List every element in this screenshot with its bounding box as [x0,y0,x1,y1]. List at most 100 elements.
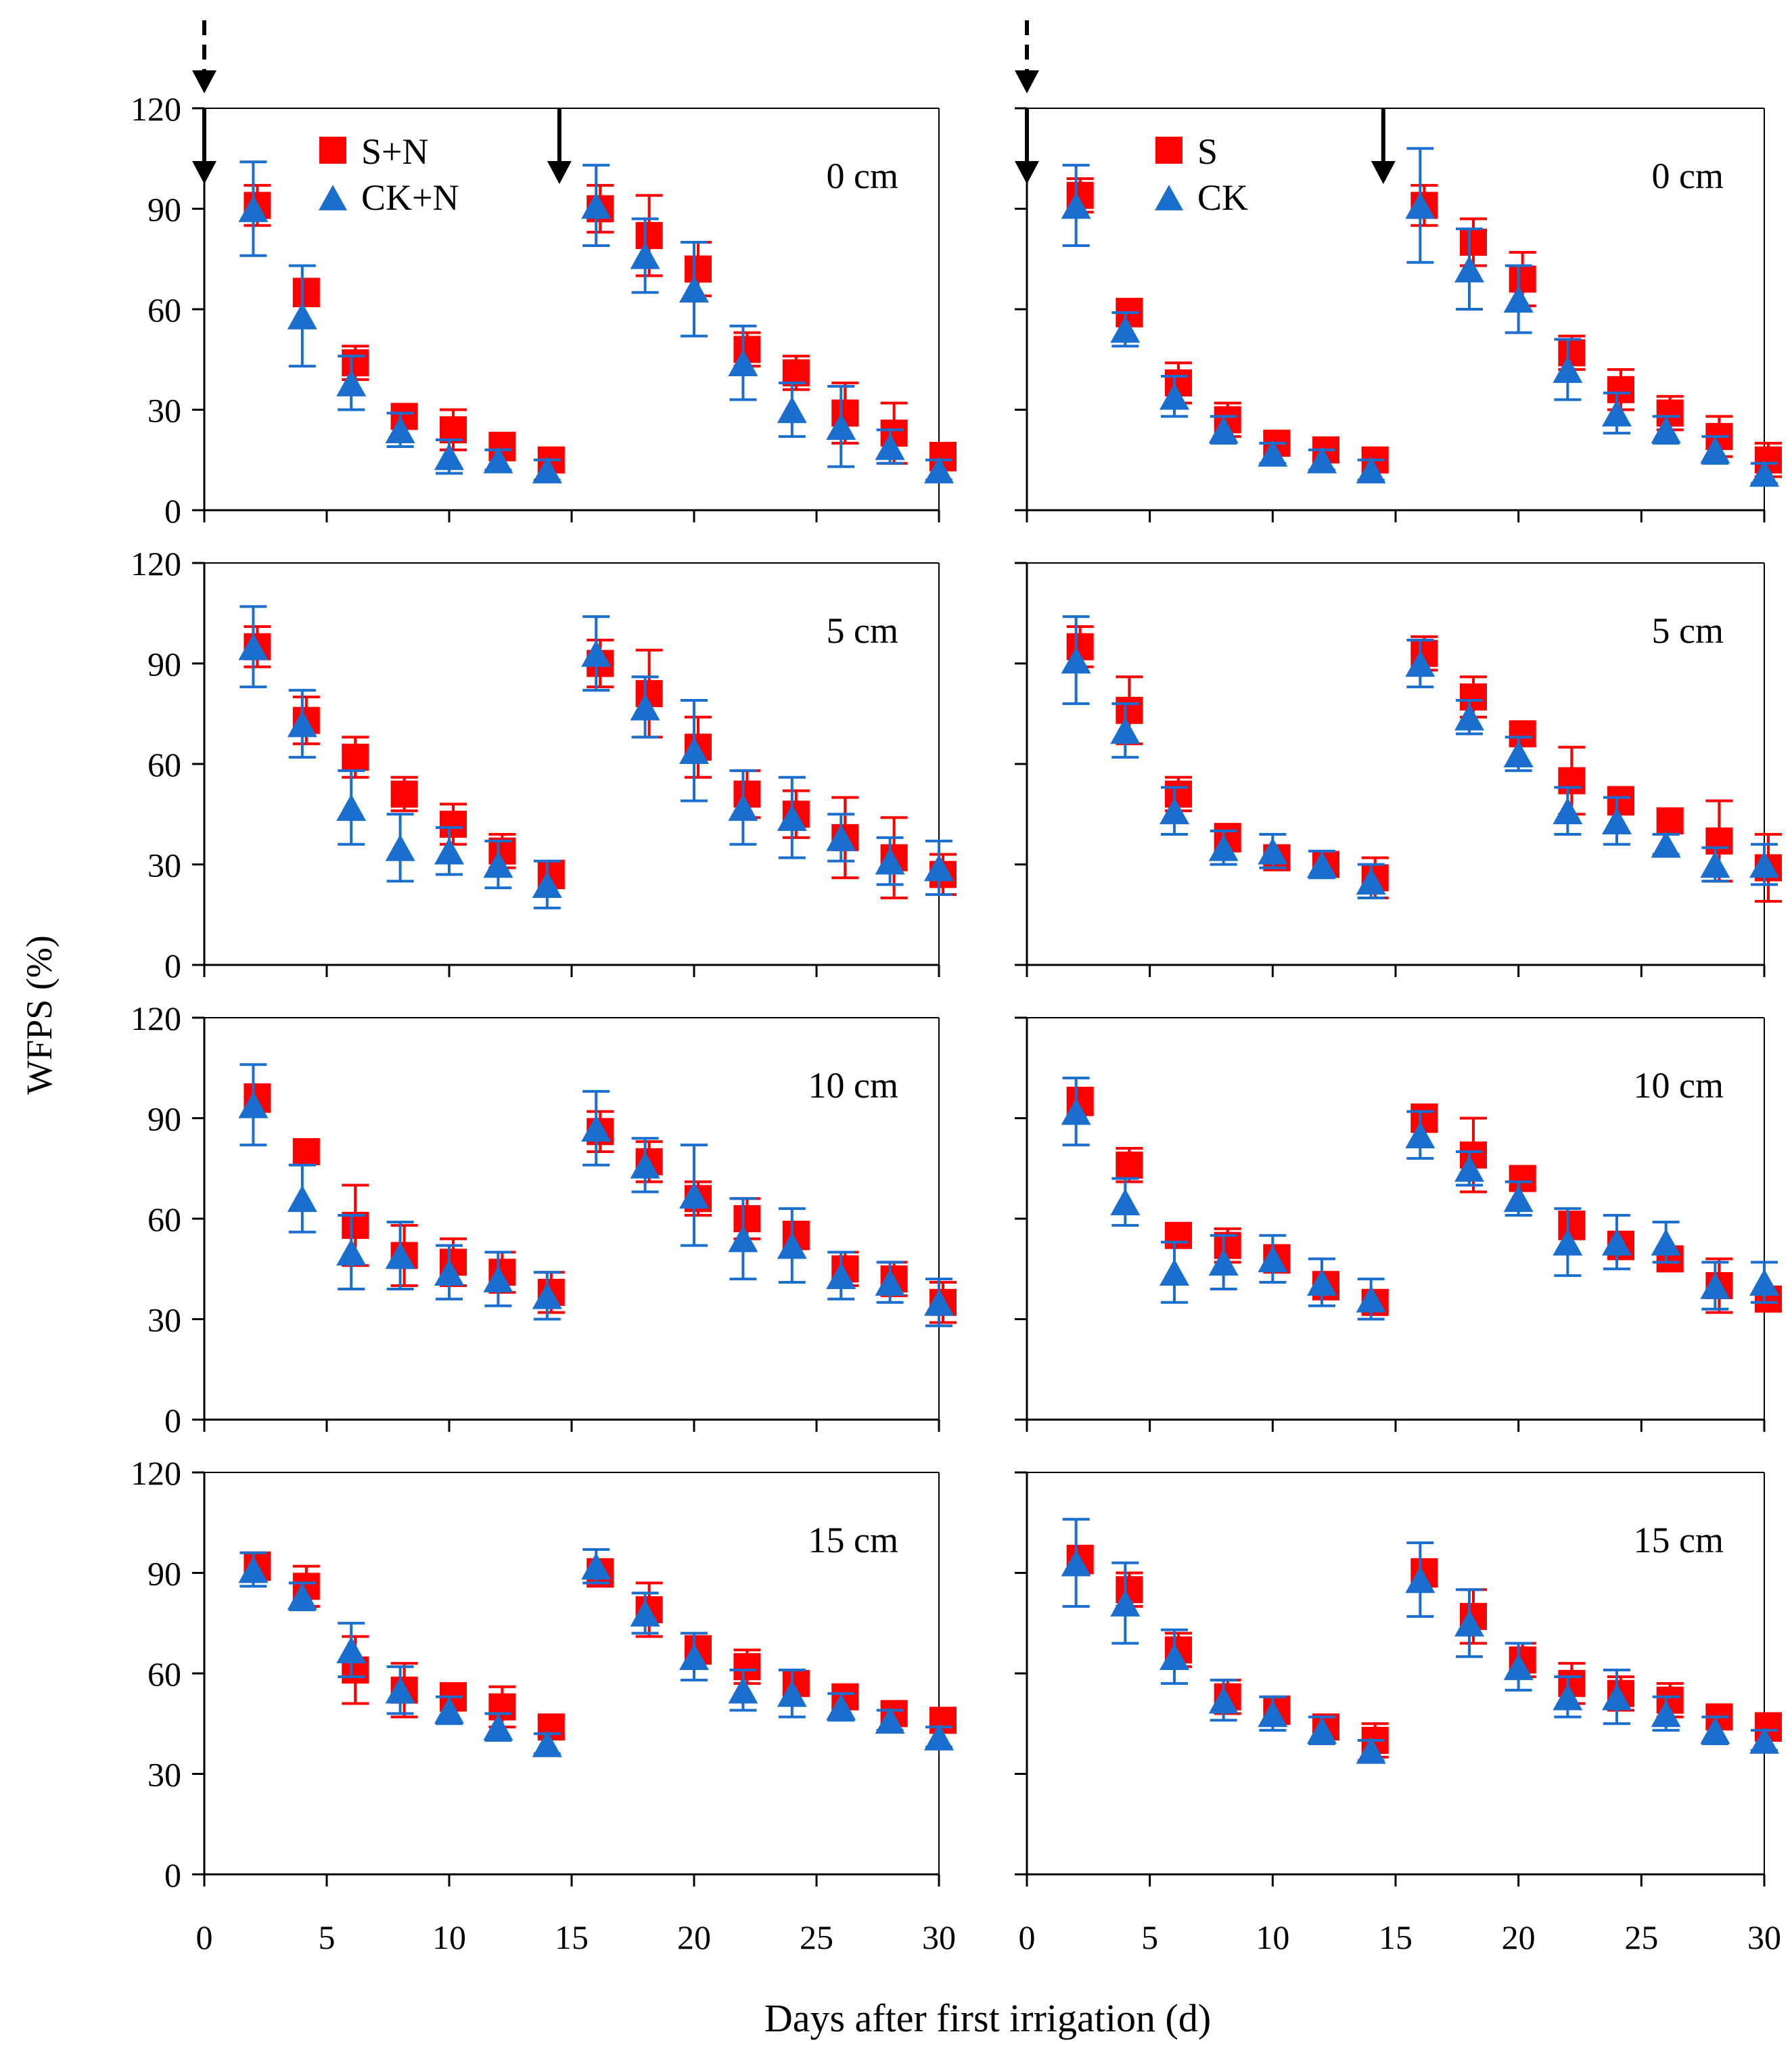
data-point-triangle [875,847,905,875]
data-point-triangle [287,1583,317,1610]
data-point-square [635,222,663,250]
arrow-head [192,70,216,93]
x-tick-label: 15 [1379,1918,1412,1956]
x-tick-label: 5 [1141,1918,1158,1956]
data-point-triangle [287,1185,317,1213]
data-point-triangle [777,1232,807,1259]
x-tick-label: 30 [922,1918,956,1956]
data-point-triangle [238,633,269,660]
data-point-triangle [1553,797,1583,825]
data-point-triangle [336,369,367,397]
data-point-triangle [532,1730,562,1757]
data-point-triangle [1700,1717,1730,1744]
y-tick-label: 60 [147,1655,181,1693]
data-point-triangle [532,1282,562,1309]
data-point-triangle [1208,416,1239,443]
data-point-triangle [287,302,317,330]
data-point-triangle [385,834,415,861]
data-point-square [1607,376,1634,403]
data-point-triangle [238,1091,269,1119]
series-S-plus-N [244,625,957,899]
data-point-triangle [1553,356,1583,383]
data-point-square [1509,265,1536,293]
chart-panel-right-5cm: 5 cm [1015,562,1782,977]
y-tick-label: 0 [164,1401,181,1439]
data-point-square [1410,1104,1438,1132]
data-point-square [929,1707,957,1734]
data-point-triangle [679,737,709,764]
data-point-triangle [777,396,807,424]
data-point-triangle [1208,1686,1239,1714]
data-point-square [1165,780,1192,808]
x-tick-label: 10 [1256,1918,1289,1956]
data-point-triangle [1110,1188,1141,1216]
data-point-triangle [1061,1098,1091,1125]
data-point-triangle [1061,191,1091,219]
data-point-square [685,255,712,283]
data-point-triangle [630,1152,660,1179]
data-point-triangle [336,1636,367,1664]
series-CK-plus-N [238,605,954,909]
data-point-triangle [1356,456,1386,484]
data-point-square [342,349,369,377]
chart-panel-right-10cm: 10 cm [1015,1016,1782,1432]
data-point-triangle [1553,1683,1583,1711]
data-point-triangle [434,443,464,470]
data-point-triangle [1159,797,1189,825]
data-point-triangle [1651,831,1681,858]
series-S [1066,625,1782,903]
data-point-square [342,744,369,771]
depth-label: 10 cm [808,1065,898,1106]
data-point-triangle [1749,459,1779,487]
data-point-square [1558,767,1586,794]
x-tick-label: 10 [432,1918,466,1956]
data-point-triangle [728,1225,758,1253]
data-point-square [1656,399,1684,427]
y-tick-label: 0 [164,947,181,985]
chart-panel-right-15cm: 0 5 10 15 20 25 30 15 cm [1015,1471,1782,1956]
data-point-triangle [630,694,660,721]
data-point-square [733,1205,761,1232]
data-point-triangle [1749,1727,1779,1754]
data-point-triangle [924,1288,954,1316]
data-point-triangle [875,1707,905,1734]
x-tick-label: 25 [1624,1918,1658,1956]
y-tick-label: 0 [164,1856,181,1894]
data-point-triangle [385,416,415,443]
data-point-square [1460,683,1487,710]
chart-panel-left-5cm: 0 30 60 90 120 5 cm [131,545,957,985]
data-point-square [1460,229,1487,256]
data-point-triangle [679,1643,709,1671]
data-point-triangle [336,794,367,821]
chart-panels: 0 30 60 90 120 0 cm S+N CK+N 0 cm S CK 0 30 60 90 120 5 … [131,20,1782,1956]
data-point-triangle [1651,416,1681,443]
data-point-triangle [1307,851,1337,878]
data-point-triangle [287,710,317,738]
y-tick-label: 0 [164,492,181,530]
data-point-triangle [1454,1154,1484,1182]
legend-label: CK+N [361,177,459,218]
data-point-triangle [1110,1589,1141,1617]
depth-label: 0 cm [827,156,898,196]
series-CK-plus-N [238,1548,954,1757]
chart-panel-left-0cm: 0 30 60 90 120 0 cm S+N CK+N [131,20,957,530]
data-point-triangle [1454,703,1484,731]
chart-panel-right-0cm: 0 cm S CK [1015,20,1782,522]
data-point-triangle [1454,255,1484,283]
data-point-triangle [1258,837,1288,865]
data-point-square [1607,787,1634,815]
data-point-triangle [385,1242,415,1269]
data-point-triangle [434,1259,464,1286]
data-point-triangle [1405,191,1435,219]
data-point-triangle [1700,1272,1730,1299]
data-point-triangle [1749,1269,1779,1296]
data-point-triangle [385,1676,415,1704]
data-point-square [390,780,418,808]
data-point-triangle [1159,1259,1189,1286]
data-point-square [292,1138,320,1165]
data-point-triangle [1503,740,1534,767]
data-point-triangle [1503,286,1534,313]
legend-marker-control [319,185,347,210]
data-point-triangle [1258,1700,1288,1728]
depth-label: 15 cm [808,1520,898,1560]
